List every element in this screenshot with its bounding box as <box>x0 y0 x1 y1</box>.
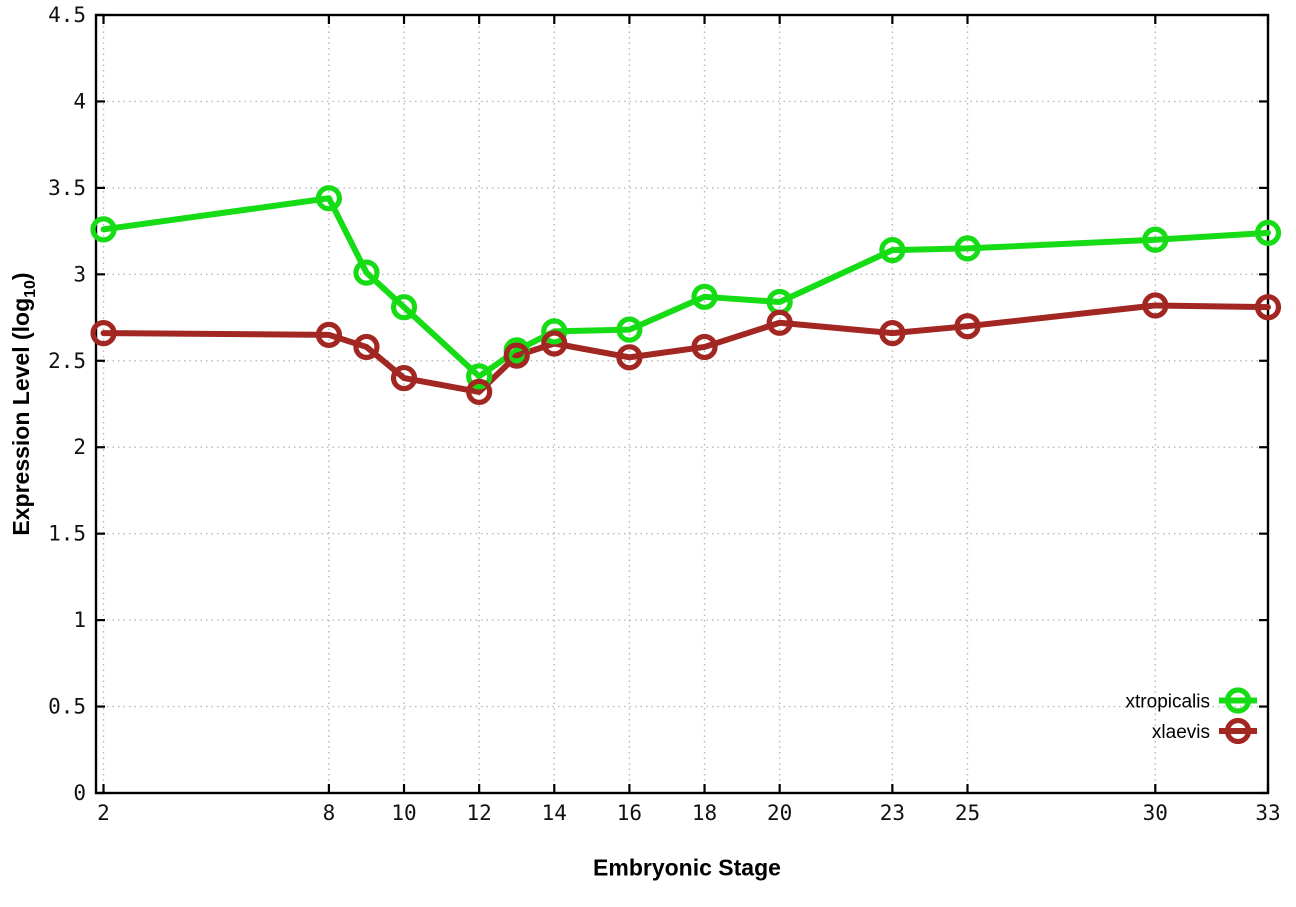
data-point-xlaevis-stage-23 <box>879 320 906 347</box>
x-tick-label: 25 <box>955 801 980 825</box>
data-point-xtropicalis-stage-25 <box>954 235 981 262</box>
y-tick-label: 1 <box>73 608 86 632</box>
x-axis-title: Embryonic Stage <box>593 854 781 881</box>
data-point-xtropicalis-stage-10 <box>390 294 418 321</box>
data-point-xtropicalis-stage-33 <box>1254 219 1282 246</box>
data-point-xlaevis-stage-16 <box>616 344 643 371</box>
data-point-xlaevis-stage-14 <box>541 330 568 357</box>
data-point-xtropicalis-stage-14 <box>541 318 568 345</box>
legend-label-xtropicalis: xtropicalis <box>1126 692 1210 713</box>
y-axis-title-prefix: Expression Level (log <box>8 297 35 536</box>
x-tick-label: 2 <box>97 801 110 825</box>
data-point-xtropicalis-stage-9 <box>353 259 380 286</box>
y-tick-label: 0.5 <box>48 695 86 719</box>
x-tick-label: 8 <box>323 801 336 825</box>
x-tick-label: 10 <box>391 801 416 825</box>
y-tick-label: 3 <box>73 262 86 286</box>
data-point-xtropicalis-stage-12 <box>466 363 493 390</box>
y-axis-title-subscript: 10 <box>21 280 39 298</box>
legend-label-xlaevis: xlaevis <box>1152 722 1210 743</box>
data-point-xtropicalis-stage-23 <box>879 237 906 264</box>
legend-marker-xlaevis <box>1224 717 1252 745</box>
y-tick-label: 1.5 <box>48 522 86 546</box>
data-point-xlaevis-stage-2 <box>90 320 117 347</box>
data-point-xlaevis-stage-9 <box>353 333 380 361</box>
data-point-xlaevis-stage-25 <box>954 313 981 340</box>
y-tick-label: 2 <box>73 435 86 459</box>
data-point-xlaevis-stage-30 <box>1142 292 1169 319</box>
data-point-xtropicalis-stage-16 <box>616 316 643 343</box>
data-point-xlaevis-stage-18 <box>691 333 718 361</box>
x-tick-label: 23 <box>880 801 905 825</box>
data-point-xtropicalis-stage-30 <box>1142 226 1169 253</box>
data-point-xtropicalis-stage-2 <box>90 216 117 243</box>
data-point-xlaevis-stage-8 <box>315 321 342 348</box>
y-tick-label: 3.5 <box>48 176 86 200</box>
y-tick-label: 4 <box>73 89 86 113</box>
x-tick-label: 12 <box>467 801 492 825</box>
x-tick-label: 14 <box>542 801 567 825</box>
x-tick-label: 33 <box>1255 801 1280 825</box>
plot-border <box>94 13 1270 795</box>
data-point-xlaevis-stage-20 <box>766 309 793 336</box>
y-axis-title-suffix: ) <box>8 272 35 281</box>
x-tick-label: 18 <box>692 801 717 825</box>
data-point-xtropicalis-stage-18 <box>691 283 718 310</box>
data-point-xlaevis-stage-12 <box>466 378 493 405</box>
y-tick-label: 0 <box>73 781 86 805</box>
data-point-xtropicalis-stage-8 <box>315 185 342 212</box>
y-tick-label: 2.5 <box>48 349 86 373</box>
data-point-xlaevis-stage-33 <box>1254 294 1282 321</box>
x-tick-label: 16 <box>617 801 642 825</box>
data-point-xlaevis-stage-13 <box>503 342 530 369</box>
y-axis-title: Expression Level (log10) <box>8 272 40 535</box>
data-point-xlaevis-stage-10 <box>390 364 418 392</box>
x-tick-label: 20 <box>767 801 792 825</box>
x-tick-label: 30 <box>1143 801 1168 825</box>
series-line-xlaevis <box>100 302 1271 395</box>
legend-marker-xtropicalis <box>1224 687 1252 714</box>
y-tick-label: 4.5 <box>48 3 86 27</box>
